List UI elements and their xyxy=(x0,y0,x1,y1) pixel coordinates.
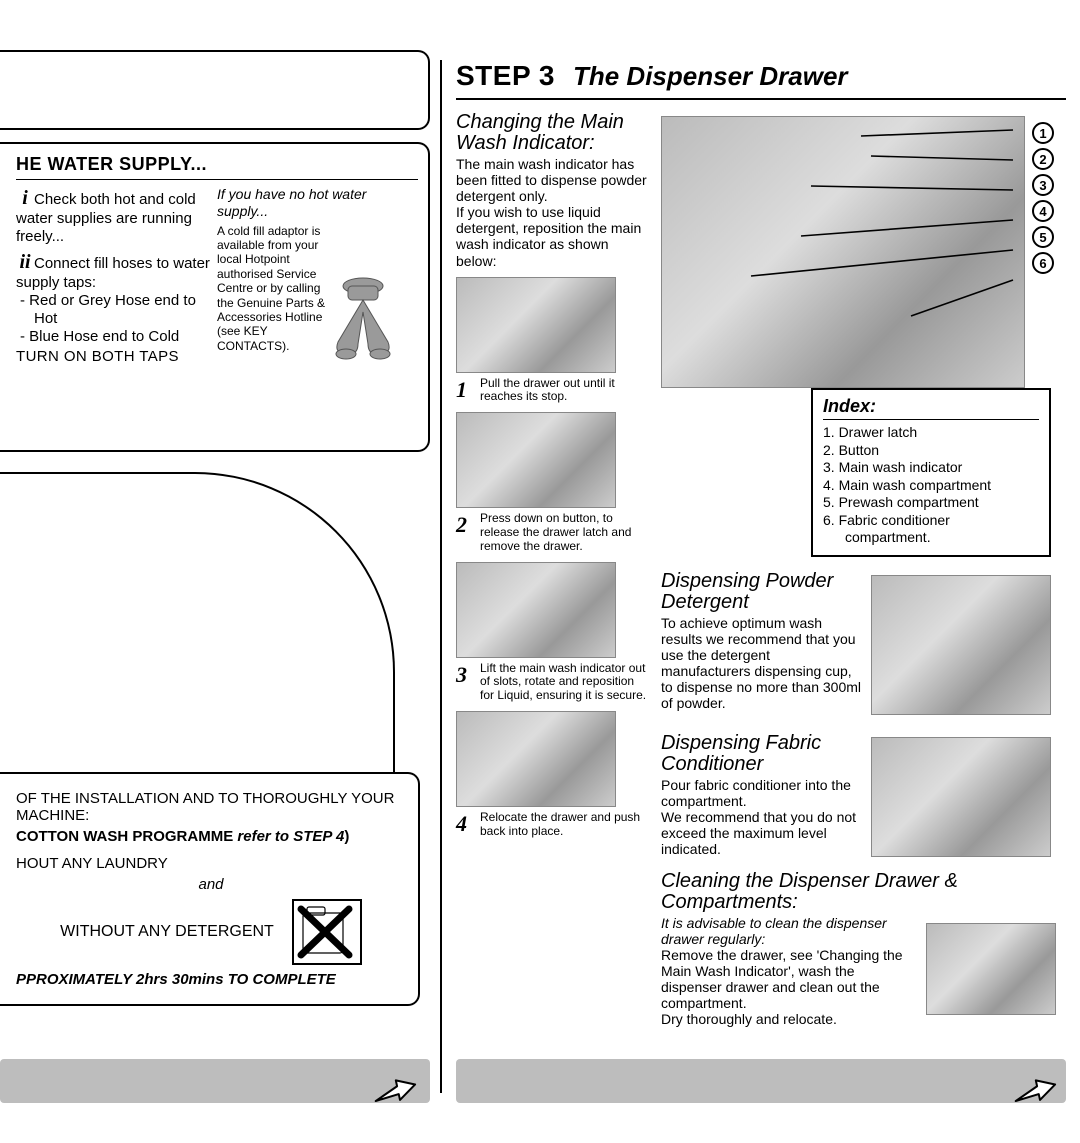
hose-red-text: Red or Grey Hose end to Hot xyxy=(34,292,211,328)
badge-3: 3 xyxy=(1032,174,1054,196)
footer-bar-left xyxy=(0,1059,430,1103)
step1-text: Pull the drawer out until it reaches its… xyxy=(480,377,651,405)
index-item-1: 1. Drawer latch xyxy=(823,424,1039,442)
step-header: STEP 3 The Dispenser Drawer xyxy=(456,60,1066,100)
step-number: STEP 3 xyxy=(456,60,555,92)
cleaning-section: Cleaning the Dispenser Drawer & Compartm… xyxy=(661,871,1056,1028)
mid-curve-border xyxy=(0,472,395,802)
powder-head: Dispensing Powder Detergent xyxy=(661,571,861,613)
step3-text: Lift the main wash indicator out of slot… xyxy=(480,662,651,703)
and-text: and xyxy=(198,876,223,893)
install-line: OF THE INSTALLATION AND TO THOROUGHLY YO… xyxy=(16,790,406,824)
index-title: Index: xyxy=(823,396,1039,420)
column-divider xyxy=(440,60,442,1093)
connect-hoses-text: Connect fill hoses to water supply taps: xyxy=(16,255,210,291)
changing-body: The main wash indicator has been fitted … xyxy=(456,156,651,269)
index-item-2: 2. Button xyxy=(823,442,1039,460)
no-hot-water-italic: If you have no hot water supply... xyxy=(217,186,412,220)
right-column: STEP 3 The Dispenser Drawer Changing the… xyxy=(456,60,1066,1027)
badge-1: 1 xyxy=(1032,122,1054,144)
badge-2: 2 xyxy=(1032,148,1054,170)
install-programme-box: OF THE INSTALLATION AND TO THOROUGHLY YO… xyxy=(0,772,420,1006)
fabric-section: Dispensing Fabric Conditioner Pour fabri… xyxy=(661,729,1056,861)
index-item-6: 6. Fabric conditioner compartment. xyxy=(823,512,1039,547)
drawer-photo-1 xyxy=(456,277,616,373)
bullet-i: i xyxy=(16,186,34,210)
powder-body: To achieve optimum wash results we recom… xyxy=(661,615,861,712)
drawer-photo-2 xyxy=(456,412,616,508)
fabric-body: Pour fabric conditioner into the compart… xyxy=(661,777,861,857)
index-item-3: 3. Main wash indicator xyxy=(823,459,1039,477)
drawer-diagram: 1 2 3 4 5 6 xyxy=(661,116,1056,388)
badge-6: 6 xyxy=(1032,252,1054,274)
fabric-photo xyxy=(871,737,1051,857)
diagram-leader-lines xyxy=(661,116,1025,388)
no-detergent-icon xyxy=(292,899,362,965)
powder-photo xyxy=(871,575,1051,715)
blank-top-strip xyxy=(0,50,430,130)
diagram-and-dispensing-col: 1 2 3 4 5 6 Index: 1. Drawer latch 2. Bu… xyxy=(661,108,1056,1027)
index-item-4: 4. Main wash compartment xyxy=(823,477,1039,495)
bullet-ii: ii xyxy=(16,250,34,274)
drawer-photo-3 xyxy=(456,562,616,658)
changing-instructions-col: Changing the Main Wash Indicator: The ma… xyxy=(456,108,651,1027)
step-title: The Dispenser Drawer xyxy=(573,61,848,92)
clean-photo xyxy=(926,923,1056,1015)
step1-num: 1 xyxy=(456,377,474,402)
step4-num: 4 xyxy=(456,811,474,836)
powder-section: Dispensing Powder Detergent To achieve o… xyxy=(661,567,1056,719)
hose-blue-text: Blue Hose end to Cold xyxy=(34,328,211,346)
left-column: HE WATER SUPPLY... iCheck both hot and c… xyxy=(0,50,430,1006)
index-item-5: 5. Prewash compartment xyxy=(823,494,1039,512)
step3-num: 3 xyxy=(456,662,474,687)
step2-text: Press down on button, to release the dra… xyxy=(480,512,651,553)
no-laundry-line: HOUT ANY LAUNDRY xyxy=(16,855,406,872)
check-supplies-text: Check both hot and cold water supplies a… xyxy=(16,191,196,245)
manual-page: HE WATER SUPPLY... iCheck both hot and c… xyxy=(0,0,1080,1143)
water-supply-right-text: If you have no hot water supply... A col… xyxy=(217,186,412,366)
turn-on-taps: TURN ON BOTH TAPS xyxy=(16,348,211,366)
approx-time: PPROXIMATELY 2hrs 30mins TO COMPLETE xyxy=(16,971,336,988)
drawer-photo-4 xyxy=(456,711,616,807)
fabric-head: Dispensing Fabric Conditioner xyxy=(661,733,861,775)
step4-text: Relocate the drawer and push back into p… xyxy=(480,811,651,839)
y-adaptor-icon xyxy=(318,272,408,362)
footer-bar-right xyxy=(456,1059,1066,1103)
badge-5: 5 xyxy=(1032,226,1054,248)
water-supply-left-text: iCheck both hot and cold water supplies … xyxy=(16,186,211,366)
page-arrow-icon xyxy=(370,1067,418,1107)
clean-head: Cleaning the Dispenser Drawer & Compartm… xyxy=(661,871,1056,913)
cotton-programme-line: COTTON WASH PROGRAMME refer to STEP 4) xyxy=(16,828,406,845)
index-box: Index: 1. Drawer latch 2. Button 3. Main… xyxy=(811,388,1051,557)
diagram-number-badges: 1 2 3 4 5 6 xyxy=(1032,122,1054,274)
step2-num: 2 xyxy=(456,512,474,537)
no-detergent-text: WITHOUT ANY DETERGENT xyxy=(60,923,274,941)
page-arrow-icon xyxy=(1010,1067,1058,1107)
changing-head: Changing the Main Wash Indicator: xyxy=(456,112,651,154)
water-supply-box: HE WATER SUPPLY... iCheck both hot and c… xyxy=(0,142,430,452)
water-supply-title: HE WATER SUPPLY... xyxy=(16,154,418,180)
badge-4: 4 xyxy=(1032,200,1054,222)
